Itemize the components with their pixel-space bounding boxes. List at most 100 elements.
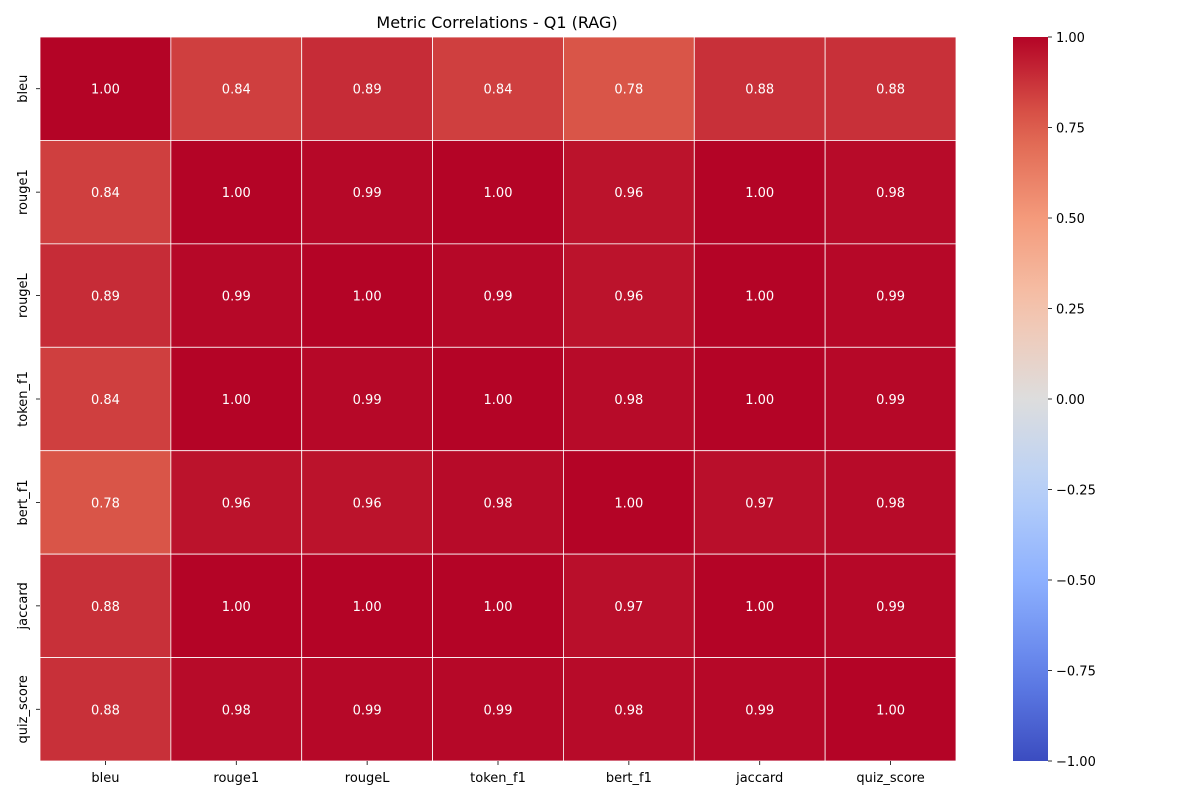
cell-value-label: 0.99 <box>222 290 251 305</box>
cell-value-label: 1.00 <box>484 186 513 201</box>
heatmap-cell <box>39 450 172 555</box>
cell-value-label: 0.96 <box>614 186 643 201</box>
heatmap-cell <box>693 140 826 245</box>
heatmap-cell <box>170 36 303 141</box>
colorbar-tick-label: 0.50 <box>1056 212 1085 227</box>
heatmap-cell <box>693 36 826 141</box>
heatmap-cell <box>39 346 172 452</box>
cell-value-label: 0.97 <box>614 600 643 615</box>
cell-value-label: 1.00 <box>745 186 774 201</box>
x-axis: bleu rouge1 rougeL token_f1 bert_f1 jaccard qu… <box>91 761 925 786</box>
cell-value-label: 0.98 <box>614 393 643 408</box>
heatmap-annotations: 1.00 0.84 0.89 0.84 0.78 0.88 0.88 0.84 1.00 0.99… <box>91 83 905 719</box>
cell-value-label: 0.97 <box>745 496 774 511</box>
colorbar-tick-label: 0.00 <box>1056 393 1085 408</box>
cell-value-label: 1.00 <box>222 600 251 615</box>
x-tick-label: bert_f1 <box>606 771 652 786</box>
cell-value-label: 0.84 <box>222 83 251 98</box>
cell-value-label: 1.00 <box>745 393 774 408</box>
cell-value-label: 0.96 <box>222 496 251 511</box>
heatmap-cell <box>824 450 957 555</box>
heatmap-cell <box>563 553 695 658</box>
x-tick-label: rouge1 <box>213 771 259 786</box>
heatmap-cell <box>301 140 433 245</box>
heatmap-cell <box>301 553 433 658</box>
cell-value-label: 0.78 <box>91 496 120 511</box>
heatmap-cell <box>170 243 303 348</box>
cell-value-label: 0.96 <box>353 496 382 511</box>
x-tick-label: quiz_score <box>856 771 924 786</box>
y-tick-label: rougeL <box>16 272 31 318</box>
cell-value-label: 1.00 <box>222 186 251 201</box>
cell-value-label: 0.88 <box>876 83 905 98</box>
colorbar-tick-label: −0.75 <box>1056 665 1096 680</box>
heatmap-cell <box>693 450 826 555</box>
cell-value-label: 0.89 <box>91 290 120 305</box>
heatmap-cell <box>432 243 564 348</box>
cell-value-label: 0.84 <box>91 393 120 408</box>
cell-value-label: 0.99 <box>484 703 513 718</box>
colorbar-tick-label: −0.50 <box>1056 574 1096 589</box>
heatmap-cell <box>301 657 433 762</box>
cell-value-label: 1.00 <box>745 600 774 615</box>
cell-value-label: 0.78 <box>614 83 643 98</box>
cell-value-label: 1.00 <box>484 393 513 408</box>
colorbar-tick-label: 0.75 <box>1056 122 1085 137</box>
cell-value-label: 1.00 <box>91 83 120 98</box>
heatmap-cell <box>824 553 957 658</box>
cell-value-label: 0.89 <box>353 83 382 98</box>
heatmap-cell <box>693 657 826 762</box>
cell-value-label: 0.98 <box>222 703 251 718</box>
cell-value-label: 0.99 <box>353 393 382 408</box>
heatmap-cells <box>39 36 957 762</box>
x-tick-label: jaccard <box>735 771 783 786</box>
heatmap-cell <box>824 346 957 452</box>
y-tick-label: quiz_score <box>16 675 31 743</box>
heatmap-cell <box>693 346 826 452</box>
colorbar-tick-label: 0.25 <box>1056 303 1085 318</box>
cell-value-label: 0.98 <box>876 496 905 511</box>
y-tick-label: bert_f1 <box>16 479 31 525</box>
x-tick-label: token_f1 <box>470 771 526 786</box>
x-tick-label: bleu <box>91 771 119 786</box>
cell-value-label: 0.88 <box>91 703 120 718</box>
y-tick-label: jaccard <box>16 582 31 630</box>
colorbar-tick-label: −1.00 <box>1056 755 1096 770</box>
cell-value-label: 1.00 <box>353 290 382 305</box>
heatmap-cell <box>563 657 695 762</box>
heatmap-cell <box>432 657 564 762</box>
cell-value-label: 0.99 <box>484 290 513 305</box>
heatmap-cell <box>824 657 957 762</box>
cell-value-label: 0.99 <box>876 290 905 305</box>
cell-value-label: 0.88 <box>745 83 774 98</box>
heatmap-cell <box>824 36 957 141</box>
cell-value-label: 0.99 <box>745 703 774 718</box>
cell-value-label: 1.00 <box>484 600 513 615</box>
y-tick-label: token_f1 <box>16 371 31 427</box>
heatmap-cell <box>170 657 303 762</box>
heatmap-cell <box>39 36 172 141</box>
heatmap-cell <box>39 657 172 762</box>
heatmap-cell <box>563 243 695 348</box>
heatmap-cell <box>39 553 172 658</box>
heatmap-cell <box>693 243 826 348</box>
heatmap-cell <box>563 36 695 141</box>
heatmap-cell <box>301 36 433 141</box>
cell-value-label: 0.99 <box>353 703 382 718</box>
heatmap-cell <box>824 243 957 348</box>
cell-value-label: 0.99 <box>876 393 905 408</box>
colorbar-tick-label: 1.00 <box>1056 31 1085 46</box>
cell-value-label: 0.84 <box>484 83 513 98</box>
heatmap-cell <box>824 140 957 245</box>
cell-value-label: 0.96 <box>614 290 643 305</box>
heatmap-cell <box>39 140 172 245</box>
cell-value-label: 0.99 <box>876 600 905 615</box>
cell-value-label: 0.84 <box>91 186 120 201</box>
heatmap-cell <box>170 553 303 658</box>
colorbar-tick-label: −0.25 <box>1056 484 1096 499</box>
cell-value-label: 1.00 <box>745 290 774 305</box>
chart-title: Metric Correlations - Q1 (RAG) <box>376 13 617 32</box>
colorbar: 1.00 0.75 0.50 0.25 0.00 −0.25 −0.50 −0.75 −1.00 <box>1013 31 1096 770</box>
cell-value-label: 1.00 <box>353 600 382 615</box>
